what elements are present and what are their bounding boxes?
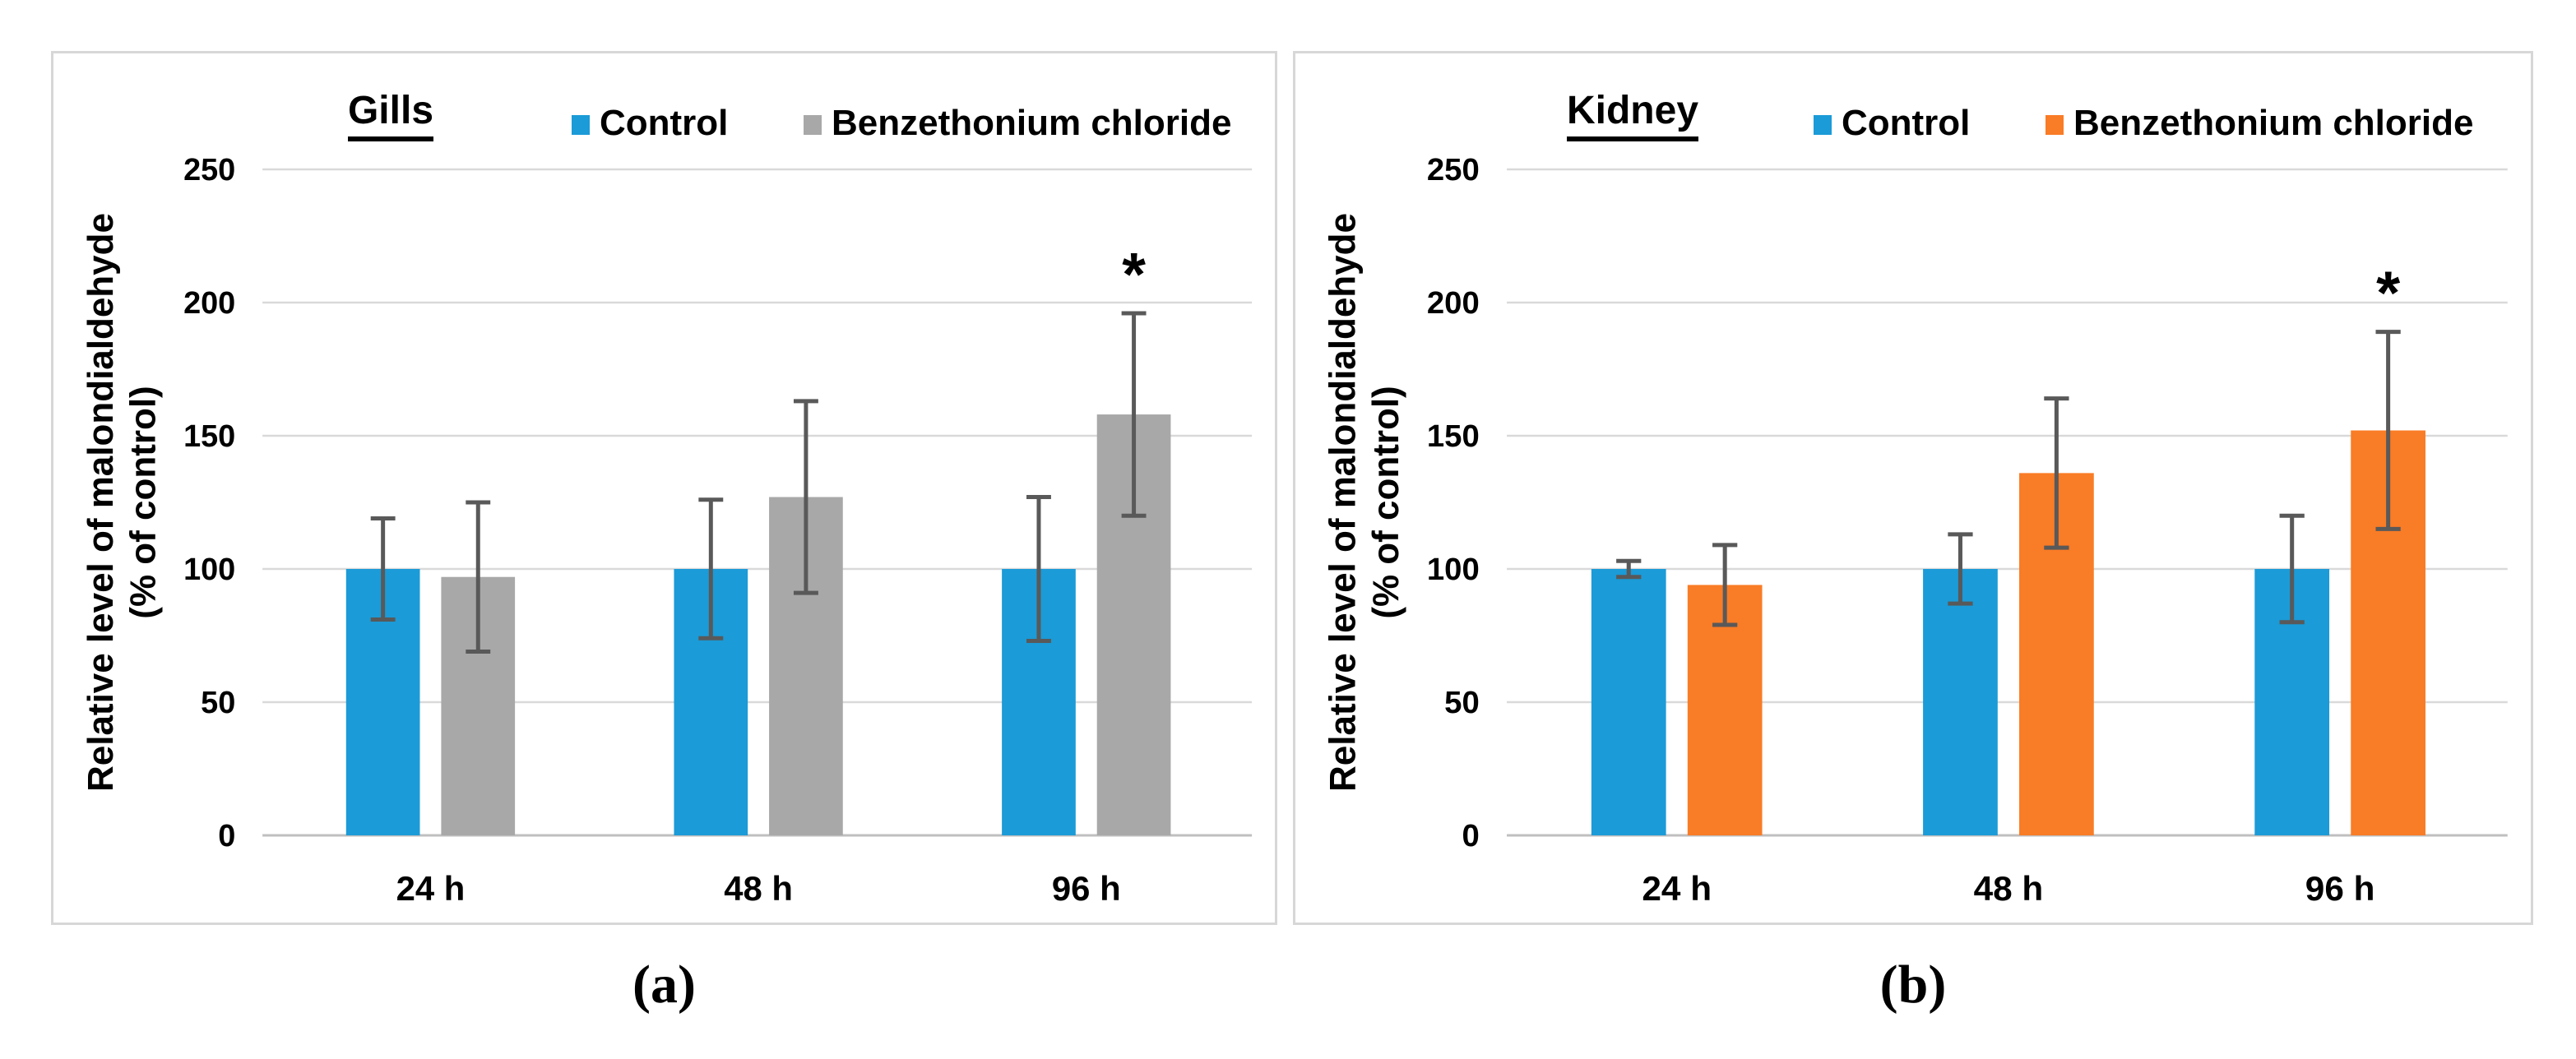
y-tick-label: 150 <box>1427 419 1480 454</box>
error-bar <box>698 497 724 640</box>
error-bar <box>2044 396 2069 550</box>
y-tick-label: 200 <box>183 286 235 321</box>
gills-chart-title: Gills <box>300 88 481 141</box>
benzethonium-legend-swatch <box>804 115 822 135</box>
svg-text:Relative level of malondialdeh: Relative level of malondialdehyde(% of c… <box>1323 213 1406 792</box>
significance-asterisk: * <box>1122 240 1146 308</box>
kidney-bar-chart: 0 50 100 150 200 250 Relative level of malondi… <box>1323 152 2508 908</box>
y-axis-title: Relative level of malondialdehyde(% of c… <box>81 213 164 792</box>
y-tick-label: 150 <box>183 419 235 454</box>
error-bar <box>1948 532 1973 606</box>
legend-item-benzethonium: Benzethonium chloride <box>804 103 1231 144</box>
kidney-chart-title: Kidney <box>1542 88 1723 141</box>
y-tick-label: 0 <box>218 819 235 853</box>
control-legend-swatch <box>572 115 590 135</box>
legend-item-control: Control <box>1814 103 1970 144</box>
error-bar <box>1616 558 1642 580</box>
control-legend-swatch <box>1814 115 1832 135</box>
x-tick-label: 24 h <box>396 869 466 908</box>
bar-control-48h <box>1923 569 1998 835</box>
x-tick-label: 48 h <box>724 869 793 908</box>
gills-bar-chart: 0 50 100 150 200 250 Relative level of malondi… <box>81 153 1253 908</box>
benzethonium-legend-swatch <box>2046 115 2064 135</box>
y-tick-label: 50 <box>201 686 235 720</box>
error-bar <box>2375 330 2401 531</box>
error-bar <box>2279 513 2305 625</box>
y-tick-label: 100 <box>183 553 235 587</box>
svg-text:Relative level of malondialdeh: Relative level of malondialdehyde(% of c… <box>81 213 164 792</box>
kidney-chart-title-text: Kidney <box>1566 89 1699 141</box>
panel-gills: 0 50 100 150 200 250 Relative level of malondi… <box>51 51 1277 925</box>
x-tick-label: 96 h <box>1052 869 1121 908</box>
error-bar <box>370 516 396 622</box>
y-tick-label: 50 <box>1444 685 1480 720</box>
control-legend-label: Control <box>600 103 729 143</box>
y-axis-title: Relative level of malondialdehyde(% of c… <box>1323 213 1406 792</box>
panel-kidney: 0 50 100 150 200 250 Relative level of malondi… <box>1293 51 2533 925</box>
y-tick-label: 200 <box>1427 285 1480 321</box>
x-tick-label: 24 h <box>1642 869 1712 908</box>
bar-control-24h <box>1591 569 1666 835</box>
panel-b-caption: (b) <box>1879 955 1947 1015</box>
benzethonium-legend-label: Benzethonium chloride <box>832 103 1232 143</box>
control-legend-label: Control <box>1842 103 1971 143</box>
error-bar <box>466 500 491 654</box>
y-tick-label: 100 <box>1427 552 1480 587</box>
benzethonium-legend-label: Benzethonium chloride <box>2073 103 2474 143</box>
y-tick-label: 0 <box>1462 818 1479 853</box>
x-tick-label: 96 h <box>2305 869 2375 908</box>
x-tick-label: 48 h <box>1974 869 2044 908</box>
y-tick-label: 250 <box>1427 152 1480 187</box>
error-bar <box>793 399 818 595</box>
error-bar <box>1712 543 1738 627</box>
panel-a-caption: (a) <box>632 955 696 1015</box>
y-tick-label: 250 <box>183 153 235 187</box>
error-bar <box>1121 311 1147 518</box>
gills-chart-title-text: Gills <box>347 89 434 141</box>
legend-item-control: Control <box>572 103 728 144</box>
error-bar <box>1026 495 1051 643</box>
significance-asterisk: * <box>2376 259 2400 327</box>
legend-item-benzethonium: Benzethonium chloride <box>2046 103 2473 144</box>
